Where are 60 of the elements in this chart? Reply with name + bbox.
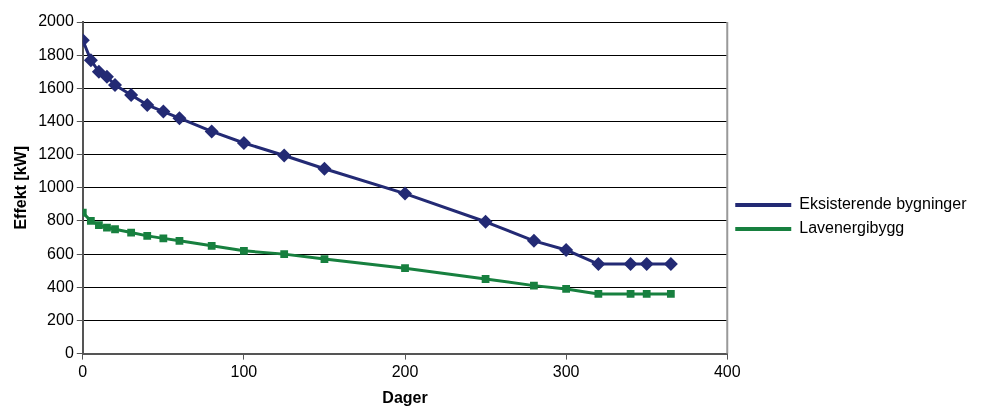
point — [562, 285, 571, 293]
point — [172, 111, 187, 126]
point — [478, 214, 493, 229]
point — [320, 255, 329, 263]
point — [91, 64, 106, 79]
y-tick-label: 400 — [47, 277, 74, 295]
point — [83, 53, 98, 68]
y-tick-label: 1600 — [38, 78, 74, 96]
y-tick-label: 1400 — [38, 111, 74, 129]
y-tick-label: 600 — [47, 244, 74, 262]
point — [95, 221, 103, 229]
point — [559, 242, 574, 257]
point — [124, 87, 139, 102]
point — [111, 225, 119, 234]
point — [663, 257, 678, 272]
point — [236, 136, 251, 151]
point — [108, 78, 123, 92]
point — [481, 275, 490, 283]
x-tick-label: 300 — [552, 362, 580, 380]
point — [526, 233, 541, 248]
point — [530, 281, 538, 290]
y-tick-label: 2000 — [38, 12, 74, 30]
y-tick-label: 0 — [64, 344, 74, 362]
point — [317, 161, 332, 176]
point — [127, 228, 136, 237]
point — [175, 236, 184, 245]
point — [626, 290, 635, 298]
point — [156, 104, 171, 119]
point — [99, 69, 114, 84]
x-tick-label: 400 — [713, 362, 741, 380]
y-axis-title: Effekt [kW] — [12, 146, 30, 230]
legend-label: Eksisterende bygninger — [799, 195, 968, 213]
point — [642, 290, 651, 298]
y-tick-label: 1000 — [38, 178, 74, 196]
point — [398, 186, 413, 201]
point — [143, 231, 152, 240]
point — [401, 264, 409, 273]
x-axis-title: Dager — [382, 388, 428, 406]
point — [86, 217, 95, 225]
point — [159, 234, 168, 243]
x-tick-label: 0 — [78, 362, 88, 380]
point — [277, 148, 292, 163]
point — [623, 257, 638, 272]
point — [204, 124, 219, 139]
y-tick-label: 1200 — [38, 145, 74, 163]
point — [140, 97, 155, 112]
point — [207, 241, 216, 250]
y-tick-label: 800 — [47, 211, 74, 229]
point — [591, 257, 606, 272]
point — [594, 290, 603, 298]
x-tick-label: 100 — [230, 362, 258, 380]
point — [280, 250, 289, 259]
y-tick-label: 200 — [47, 310, 74, 328]
point — [240, 246, 248, 255]
y-tick-label: 1800 — [38, 45, 74, 63]
point — [666, 290, 675, 298]
legend-label: Lavenergibygg — [799, 219, 905, 237]
point — [639, 257, 654, 272]
x-tick-label: 200 — [391, 362, 419, 380]
point — [103, 223, 111, 232]
